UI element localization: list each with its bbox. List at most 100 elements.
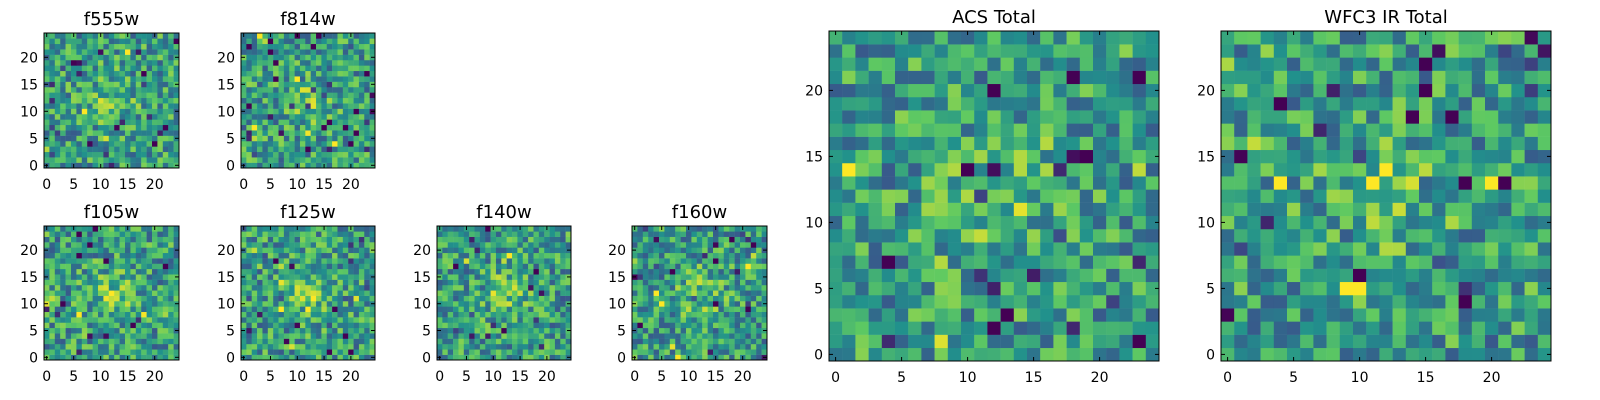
heatmap-cell (348, 279, 354, 286)
heatmap-cell (54, 151, 61, 158)
heatmap-cell (1040, 110, 1054, 124)
heatmap-cell (1366, 215, 1380, 230)
heatmap-cell (642, 322, 649, 329)
heatmap-cell (81, 301, 88, 307)
heatmap-cell (642, 247, 649, 254)
heatmap-cell (173, 333, 180, 339)
heatmap-cell (98, 38, 104, 45)
heatmap-cell (648, 231, 654, 237)
heatmap-cell (479, 333, 486, 339)
heatmap-cell (108, 119, 115, 126)
heatmap-cell (713, 268, 719, 275)
heatmap-cell (114, 322, 120, 329)
heatmap-cell (947, 70, 962, 85)
heatmap-cell (103, 236, 110, 243)
heatmap-cell (829, 215, 843, 230)
heatmap-cell (729, 268, 735, 275)
heatmap-cell (87, 354, 93, 361)
heatmap-cell (44, 65, 50, 72)
heatmap-cell (54, 87, 61, 93)
heatmap-cell (750, 295, 757, 302)
heatmap-cell (947, 57, 962, 71)
heatmap-cell (152, 157, 158, 163)
heatmap-cell (294, 38, 301, 45)
heatmap-cell (664, 301, 671, 307)
heatmap-cell (130, 274, 137, 280)
heatmap-cell (718, 284, 725, 291)
heatmap-cell (707, 338, 714, 345)
heatmap-cell (103, 354, 110, 361)
heatmap-cell (934, 110, 949, 124)
heatmap-cell (734, 322, 741, 329)
heatmap-cell (98, 43, 104, 50)
heatmap-cell (745, 242, 752, 248)
heatmap-cell (696, 242, 703, 248)
heatmap-cell (560, 226, 566, 232)
heatmap-cell (1405, 176, 1420, 190)
heatmap-cell (855, 215, 869, 230)
heatmap-cell (1106, 347, 1120, 362)
heatmap-cell (125, 130, 131, 136)
heatmap-cell (544, 333, 550, 339)
heatmap-cell (458, 354, 465, 361)
heatmap-cell (337, 263, 344, 270)
heatmap-cell (680, 317, 687, 323)
heatmap-cell (141, 231, 147, 237)
heatmap-cell (1013, 83, 1028, 98)
heatmap-cell (130, 311, 137, 318)
heatmap-cell (310, 263, 317, 270)
heatmap-cell (713, 301, 719, 307)
heatmap-cell (173, 226, 180, 232)
heatmap-cell (262, 295, 269, 302)
heatmap-cell (1445, 255, 1459, 269)
heatmap-cell (168, 333, 174, 339)
heatmap-cell (702, 226, 708, 232)
heatmap-cell (1326, 176, 1341, 190)
heatmap-cell (273, 76, 279, 82)
heatmap-cell (348, 135, 354, 142)
heatmap-cell (437, 236, 443, 243)
heatmap-cell (273, 236, 279, 243)
heatmap-cell (908, 83, 922, 98)
heatmap-cell (1287, 202, 1301, 217)
heatmap-cell (495, 236, 502, 243)
heatmap-cell (485, 327, 491, 334)
heatmap-cell (141, 103, 147, 109)
heatmap-cell (533, 274, 540, 280)
heatmap-cell (162, 135, 169, 142)
heatmap-cell (1053, 215, 1067, 230)
heatmap-cell (305, 70, 311, 77)
heatmap-cell (316, 338, 322, 345)
heatmap-cell (358, 114, 365, 120)
heatmap-cell (723, 231, 730, 237)
heatmap-cell (54, 38, 61, 45)
heatmap-cell (152, 311, 158, 318)
heatmap-cell (447, 333, 454, 339)
heatmap-cell (108, 349, 115, 355)
heatmap-cell (241, 60, 247, 66)
heatmap-cell (173, 87, 180, 93)
heatmap-cell (103, 322, 110, 329)
heatmap-cell (332, 87, 338, 93)
heatmap-cell (332, 247, 338, 254)
heatmap-cell (257, 54, 263, 61)
heatmap-cell (49, 151, 56, 158)
heatmap-cell (642, 295, 649, 302)
heatmap-cell (437, 231, 443, 237)
heatmap-cell (686, 301, 692, 307)
heatmap-cell (1445, 281, 1459, 296)
heatmap-cell (60, 103, 66, 109)
heatmap-cell (512, 263, 518, 270)
heatmap-cell (495, 354, 502, 361)
heatmap-cell (305, 333, 311, 339)
heatmap-cell (316, 135, 322, 142)
heatmap-cell (162, 146, 169, 153)
heatmap-cell (162, 130, 169, 136)
heatmap-cell (342, 70, 349, 77)
heatmap-cell (157, 162, 164, 169)
heatmap-cell (437, 268, 443, 275)
heatmap-cell (267, 108, 274, 115)
heatmap-cell (1339, 321, 1354, 335)
heatmap-cell (1511, 321, 1525, 335)
heatmap-cell (1053, 136, 1067, 151)
